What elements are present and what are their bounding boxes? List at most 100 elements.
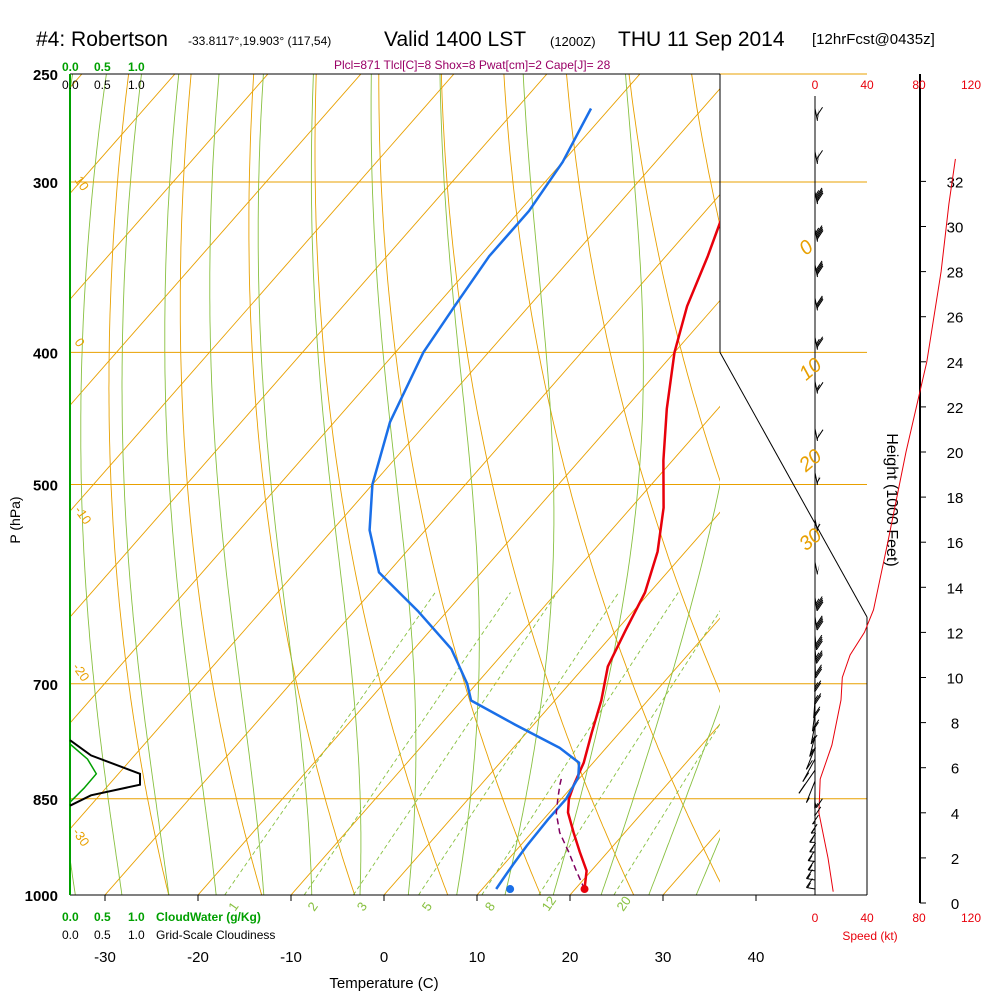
wind-barb-flag	[802, 772, 810, 782]
wind-barb	[814, 295, 824, 311]
x-tick-label: 40	[748, 949, 765, 966]
x-tick-label: 20	[562, 949, 579, 966]
height-tick-label: 10	[947, 671, 964, 688]
wind-speed-tick-bottom: 80	[912, 911, 926, 925]
isotherm-line	[197, 299, 720, 895]
isotherm-line	[824, 0, 1000, 924]
wind-barb-flag	[816, 798, 823, 808]
wind-barb	[814, 428, 824, 442]
mixing-ratio-line	[538, 610, 720, 895]
dry-adiabat-line	[852, 0, 1000, 924]
wind-barb	[814, 150, 823, 165]
surface-dewpoint-marker	[506, 885, 515, 894]
dry-adiabat-label: -20	[70, 660, 93, 684]
wind-speed-tick-bottom: 120	[961, 911, 981, 925]
dry-adiabat-line	[248, 74, 356, 895]
dry-adiabat-grid	[108, 0, 1000, 924]
chart-title-coords: -33.8117°,19.903° (117,54)	[188, 34, 332, 48]
dry-adiabat-line	[108, 74, 170, 895]
wind-barb-halfflag	[809, 748, 814, 755]
pressure-tick-label: 850	[33, 792, 58, 809]
cloud-water-scale-top: 0.0	[62, 60, 79, 74]
wind-speed-tick-bottom: 40	[860, 911, 874, 925]
chart-title-valid-time: Valid 1400 LST	[384, 28, 527, 51]
wind-barb-flag	[805, 760, 813, 770]
wind-barb-flag	[816, 598, 823, 608]
dry-adiabat-line	[179, 74, 263, 895]
x-tick-label: 0	[380, 949, 388, 966]
height-tick-label: 32	[947, 174, 964, 191]
wind-barb-flag	[816, 336, 824, 347]
wind-barb-flag	[815, 260, 823, 271]
dry-adiabat-line	[503, 74, 720, 883]
wind-speed-tick-top: 0	[812, 78, 819, 92]
wind-barb	[814, 381, 824, 394]
chart-title-date: THU 11 Sep 2014	[618, 28, 785, 51]
wind-barb-halfflag	[816, 384, 821, 390]
height-tick-label: 4	[951, 806, 959, 823]
wind-barb-flag	[816, 619, 824, 629]
wind-barb-flag	[816, 429, 824, 439]
chart-title-forecast: [12hrFcst@0435z]	[812, 31, 935, 48]
wind-barb-flag	[815, 262, 823, 272]
cloudiness-scale-top: 1.0	[128, 78, 145, 92]
height-tick-label: 8	[951, 716, 959, 733]
wind-barb-flag	[805, 878, 813, 888]
cloud-water-trace	[69, 743, 98, 803]
wind-barb-flag	[815, 225, 823, 235]
cloud-water-scale-bottom: 0.0	[62, 910, 79, 924]
mixing-ratio-label: 2	[304, 899, 320, 914]
isotherm-line	[70, 74, 548, 618]
height-axis-label: Height (1000 Feet)	[883, 433, 900, 566]
dry-adiabat-label: -30	[70, 825, 93, 849]
chart-title-station: #4: Robertson	[36, 28, 168, 51]
isotherm-label: 20	[794, 445, 826, 477]
pressure-tick-label: 400	[33, 345, 58, 362]
sounding-traces	[368, 107, 720, 894]
mixing-ratio-label: 8	[482, 899, 498, 914]
wind-barb-halfflag	[815, 190, 820, 196]
wind-barb	[814, 518, 821, 532]
x-axis-label: Temperature (C)	[329, 975, 438, 992]
cloud-panel: 0.0 0.0 0.0 0.0 0.5 0.5 0.5 0.5 1.0 1.0 1.0 1.0 Clou…	[62, 60, 275, 942]
pressure-tick-label: 250	[33, 67, 58, 84]
dry-adiabat-label: 0	[72, 335, 88, 350]
cloudiness-scale-top: 0.0	[62, 78, 79, 92]
cloudiness-scale-bottom: 1.0	[128, 928, 145, 942]
wind-barb-halfflag	[805, 797, 810, 803]
wind-barb-flag	[814, 693, 822, 703]
wind-barb-flag	[815, 650, 823, 660]
wind-barb	[814, 107, 823, 121]
wind-barb	[811, 712, 820, 732]
wind-barb-flag	[815, 664, 822, 675]
temperature-trace	[566, 219, 720, 890]
mixing-ratio-grid	[224, 592, 720, 895]
isotherm-line	[569, 723, 720, 895]
wind-barb	[805, 747, 816, 770]
wind-barb-halfflag	[809, 846, 814, 853]
cloudiness-scale-top: 0.5	[94, 78, 111, 92]
wind-barb-flag	[816, 150, 823, 160]
wind-barb-halfflag	[808, 864, 813, 871]
wind-barb-flag	[807, 860, 815, 871]
wind-barb-halfflag	[807, 882, 811, 888]
wind-speed-trace	[818, 158, 956, 892]
cloud-water-scale-top: 0.5	[94, 60, 111, 74]
wind-barb	[805, 780, 816, 803]
height-tick-label: 26	[947, 310, 964, 327]
wind-speed-label: Speed (kt)	[842, 929, 897, 943]
wind-barb-flag	[816, 601, 824, 612]
wind-barb-flag	[815, 189, 823, 199]
mixing-ratio-label: 20	[613, 893, 634, 913]
plot-frame	[69, 73, 868, 896]
wind-barb-flag	[815, 652, 823, 662]
wind-barb	[805, 869, 816, 881]
wind-barb-flag	[805, 869, 813, 879]
x-tick-label: 30	[655, 949, 672, 966]
wind-barb	[805, 878, 816, 890]
plot-diagonal-border	[719, 352, 868, 618]
wind-barb-flag	[815, 187, 823, 198]
surface-temperature-marker	[580, 885, 589, 894]
